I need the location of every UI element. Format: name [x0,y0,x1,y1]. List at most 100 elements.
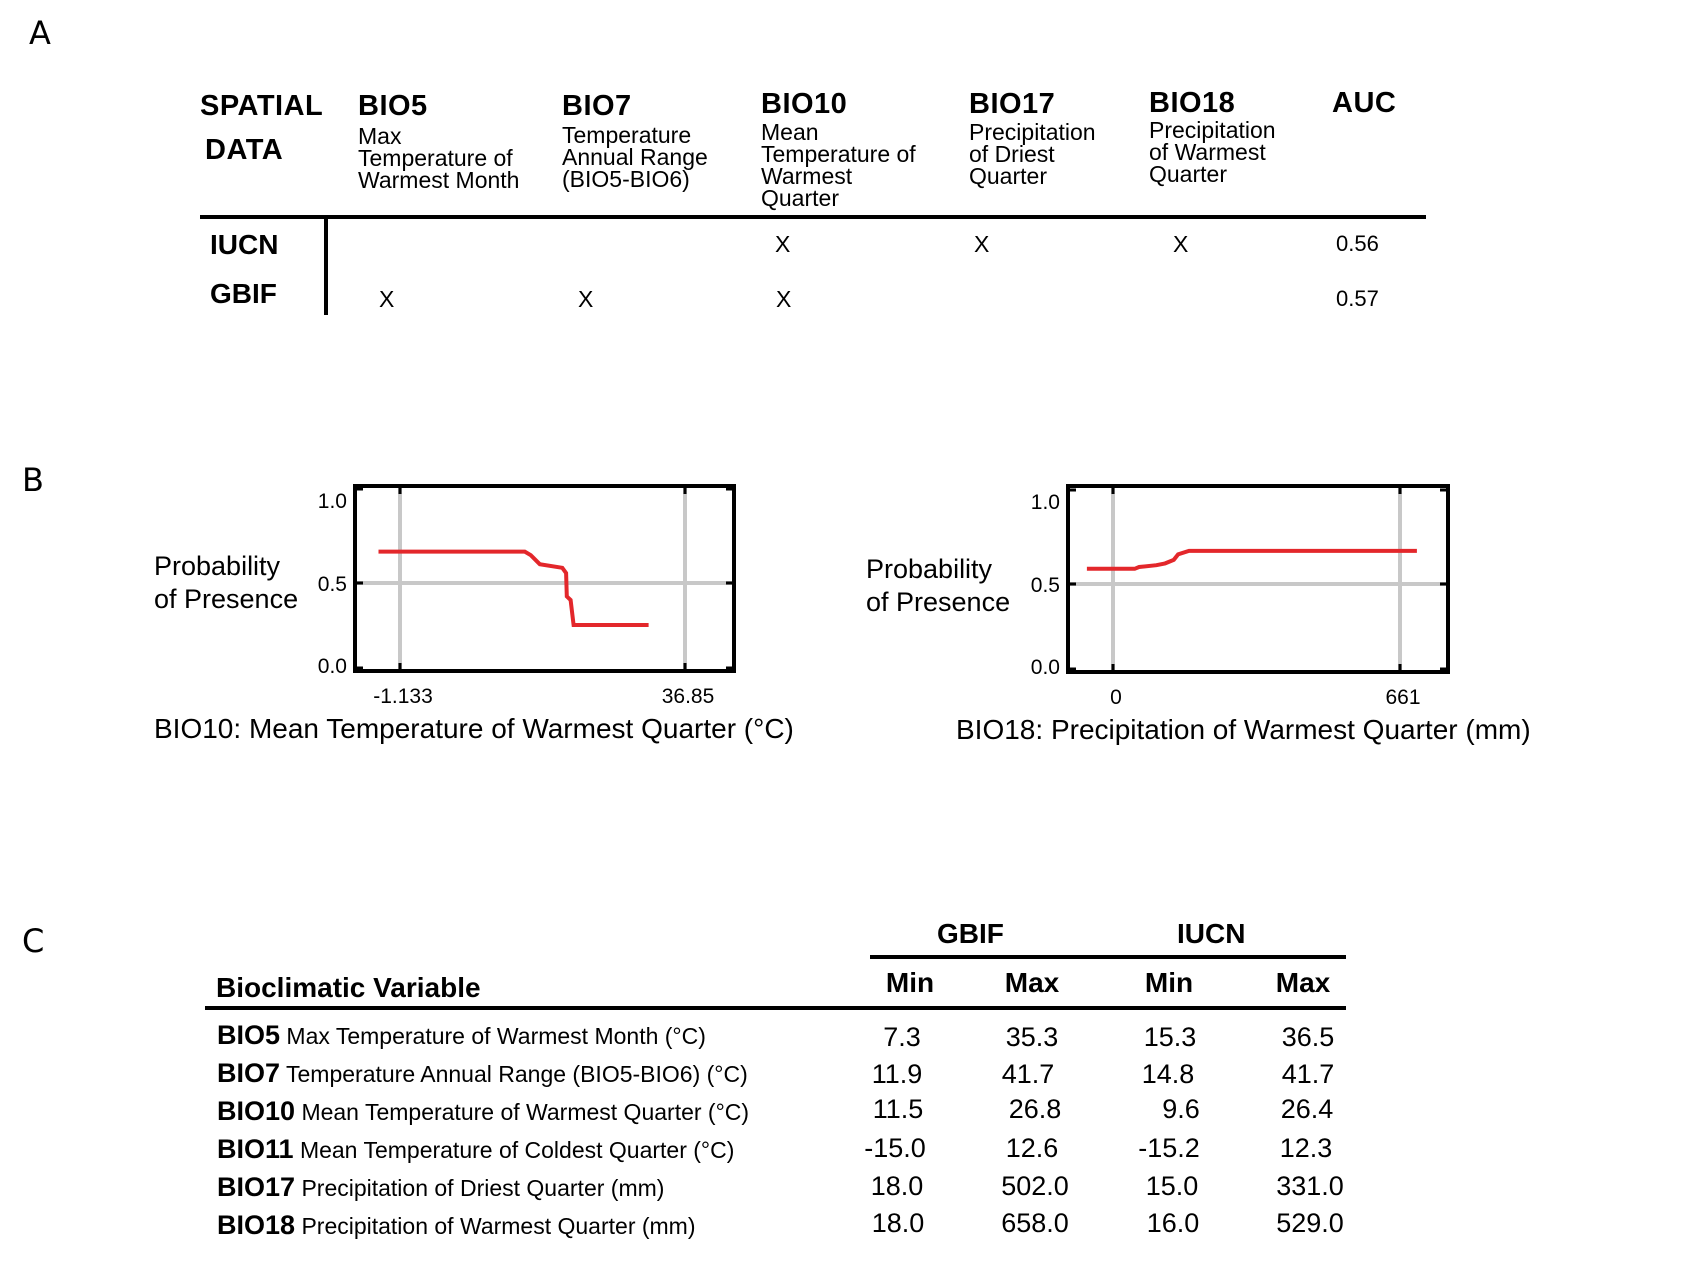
data-header: DATA [205,134,284,166]
var-label: BIO7 Temperature Annual Range (BIO5-BIO6… [217,1058,748,1089]
var-label: BIO17 Precipitation of Driest Quarter (m… [217,1172,664,1203]
col-desc-bio10: Mean Temperature of Warmest Quarter [761,119,916,211]
var-code: BIO11 [217,1134,294,1164]
value-gbif-max: 35.3 [1005,1022,1059,1052]
y-axis-label-line: of Presence [866,587,1010,617]
chart-bio18: 1.0 0.5 0.0 0 661 Probability of Presence… [866,484,1531,745]
value-iucn-max: 36.5 [1281,1022,1335,1052]
y-axis-label: Probability of Presence [866,554,1010,617]
value-iucn-min: 15.3 [1143,1022,1197,1052]
value-gbif-min: 18.0 [870,1171,924,1201]
value-gbif-min: 11.9 [871,1059,923,1089]
value-iucn-min: 16.0 [1146,1208,1200,1238]
var-desc: Mean Temperature of Coldest Quarter (°C) [299,1137,735,1163]
var-desc: Precipitation of Driest Quarter (mm) [301,1175,665,1201]
var-code: BIO7 [217,1058,281,1088]
value-gbif-min: 11.5 [872,1094,924,1124]
row-label-gbif: GBIF [210,278,277,309]
panel-label-c: C [22,922,45,960]
var-code: BIO10 [217,1096,296,1126]
col-desc-bio18: Precipitation of Warmest Quarter [1149,117,1276,187]
sub-header-iucn-max: Max [1275,967,1331,998]
y-tick-label: 0.5 [318,573,347,596]
plot-frame [353,484,736,673]
mark-iucn-bio18: X [1173,231,1189,257]
var-code: BIO18 [217,1210,296,1240]
var-desc: Precipitation of Warmest Quarter (mm) [301,1213,696,1239]
x-tick-label: 0 [1110,686,1122,709]
var-label: BIO11 Mean Temperature of Coldest Quarte… [217,1134,734,1165]
sub-header-iucn-min: Min [1144,967,1194,998]
value-iucn-min: -15.2 [1138,1133,1200,1163]
var-code: BIO17 [217,1172,296,1202]
mark-iucn-bio17: X [974,231,990,257]
group-rule [870,955,1346,959]
group-header-gbif: GBIF [937,918,1004,949]
plot-frame [1066,484,1450,674]
row-label-divider [324,219,328,315]
y-axis-label-line: Probability [866,554,993,584]
response-curve-line [1086,548,1417,571]
auc-gbif: 0.57 [1336,286,1379,311]
spatial-header: SPATIAL [200,90,324,122]
value-gbif-max: 502.0 [1001,1171,1069,1201]
var-desc: Temperature Annual Range (BIO5-BIO6) (°C… [286,1061,748,1087]
mark-iucn-bio10: X [775,231,791,257]
sub-header-gbif-min: Min [885,967,935,998]
value-gbif-max: 41.7 [1001,1059,1055,1089]
chart-bio10: 1.0 0.5 0.0 -1.133 36.85 Probability of P… [154,484,794,744]
y-tick-label: 0.5 [1031,574,1060,597]
panel-label-a: A [29,14,51,52]
x-tick-label: 36.85 [662,685,715,708]
mark-gbif-bio7: X [578,286,594,312]
var-code: BIO5 [217,1020,281,1050]
col-desc-bio17: Precipitation of Driest Quarter [969,119,1096,189]
var-label: BIO5 Max Temperature of Warmest Month (°… [217,1020,706,1051]
y-axis-label-line: of Presence [154,584,298,614]
var-header: Bioclimatic Variable [216,972,481,1003]
auc-iucn: 0.56 [1336,231,1379,256]
y-axis-label: Probability of Presence [154,551,298,614]
header-rule-c [205,1006,1346,1010]
y-tick-label: 1.0 [318,490,347,513]
response-curves-figure: 1.0 0.5 0.0 -1.133 36.85 Probability of P… [154,484,1531,745]
col-desc-bio5: Max Temperature of Warmest Month [358,123,520,193]
value-iucn-max: 529.0 [1276,1208,1344,1238]
x-axis-label: BIO18: Precipitation of Warmest Quarter … [956,714,1531,745]
var-desc: Mean Temperature of Warmest Quarter (°C) [301,1099,750,1125]
value-gbif-min: 18.0 [871,1208,925,1238]
panel-label-b: B [22,461,44,499]
value-iucn-min: 9.6 [1162,1094,1200,1124]
value-iucn-max: 41.7 [1281,1059,1335,1089]
auc-header: AUC [1332,87,1397,119]
value-iucn-min: 14.8 [1141,1059,1195,1089]
var-label: BIO10 Mean Temperature of Warmest Quarte… [217,1096,749,1127]
value-gbif-min: -15.0 [864,1133,926,1163]
col-header-bio17: BIO17 [969,88,1056,120]
value-gbif-max: 12.6 [1005,1133,1059,1163]
var-desc: Max Temperature of Warmest Month (°C) [286,1023,706,1049]
axis-ticks [355,486,734,671]
var-label: BIO18 Precipitation of Warmest Quarter (… [217,1210,696,1241]
value-iucn-max: 331.0 [1276,1171,1344,1201]
y-tick-label: 0.0 [1031,656,1060,679]
x-tick-label: -1.133 [373,685,433,708]
x-tick-label: 661 [1385,686,1420,709]
y-tick-label: 1.0 [1031,491,1060,514]
group-header-iucn: IUCN [1177,918,1246,949]
col-header-bio7: BIO7 [562,90,632,122]
mark-gbif-bio10: X [776,286,792,312]
col-header-bio10: BIO10 [761,88,848,120]
axis-ticks [1068,486,1448,672]
row-label-iucn: IUCN [210,229,279,260]
value-gbif-min: 7.3 [883,1022,921,1052]
value-iucn-max: 12.3 [1279,1133,1333,1163]
col-header-bio5: BIO5 [358,90,428,122]
response-curve-line [378,549,649,627]
y-axis-label-line: Probability [154,551,281,581]
x-axis-label: BIO10: Mean Temperature of Warmest Quart… [154,713,794,744]
sub-header-gbif-max: Max [1004,967,1060,998]
value-gbif-max: 658.0 [1001,1208,1069,1238]
col-header-bio18: BIO18 [1149,87,1236,119]
value-iucn-min: 15.0 [1145,1171,1199,1201]
